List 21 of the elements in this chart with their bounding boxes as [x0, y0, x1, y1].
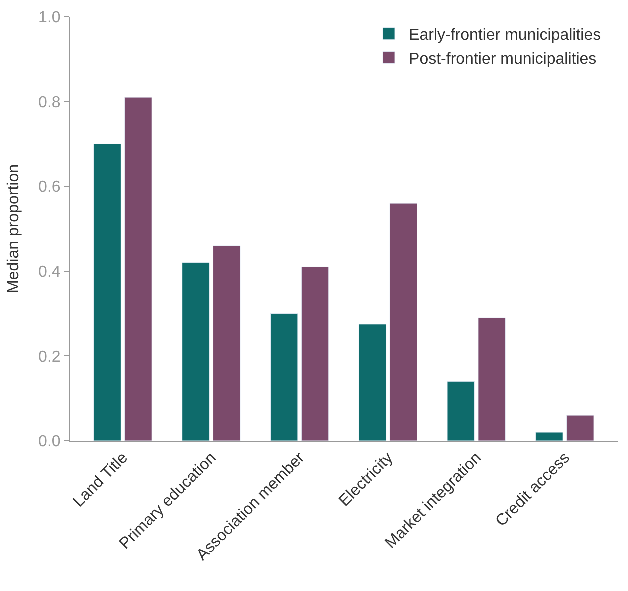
bar — [358, 324, 387, 441]
bar — [301, 266, 330, 441]
bar — [536, 432, 564, 441]
y-axis-title: Median proportion — [5, 164, 22, 294]
bar — [94, 144, 122, 441]
bar — [390, 203, 418, 441]
y-tick-label: 0.0 — [38, 434, 61, 451]
y-tick-label: 1.0 — [38, 10, 61, 27]
bar — [182, 262, 210, 441]
y-tick-label: 0.2 — [38, 348, 61, 366]
bar — [447, 381, 475, 441]
legend-label: Post-frontier municipalities — [409, 50, 597, 68]
legend-label: Early-frontier municipalities — [409, 27, 602, 44]
y-tick-label: 0.4 — [38, 264, 61, 281]
bar — [478, 318, 506, 441]
y-tick-label: 0.6 — [38, 179, 61, 196]
bar — [566, 415, 594, 441]
bar — [270, 314, 298, 441]
bar — [213, 246, 241, 441]
y-tick-label: 0.8 — [38, 94, 61, 112]
bar — [124, 97, 152, 441]
